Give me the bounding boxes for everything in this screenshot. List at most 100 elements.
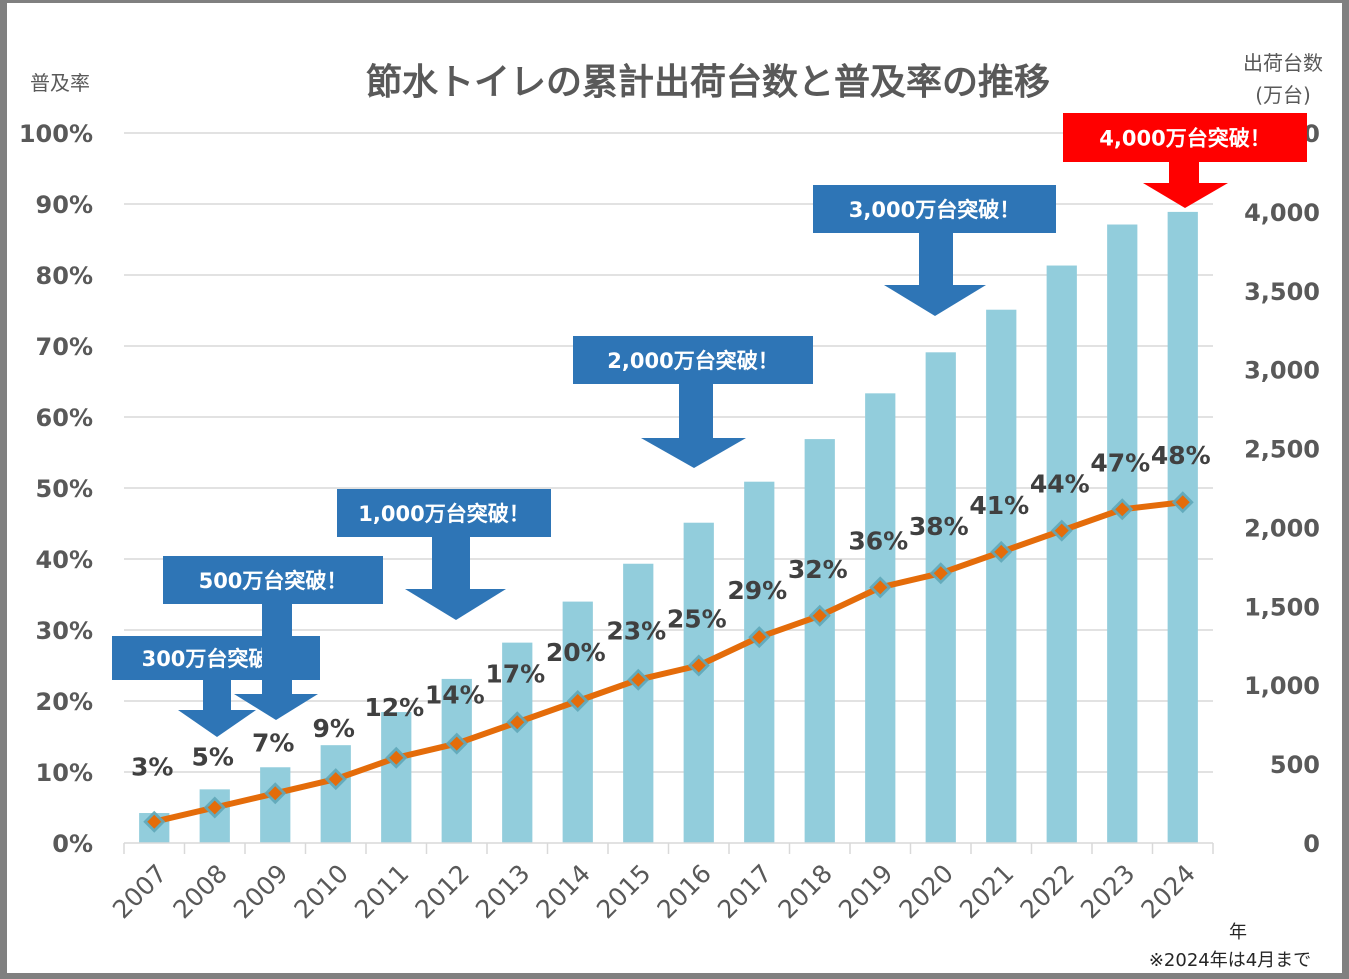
y-left-tick-label: 20%: [36, 688, 93, 716]
x-tick-label: 2015: [591, 859, 656, 924]
callout-box: [1063, 113, 1307, 162]
line-marker-2009: [268, 786, 283, 801]
bar-2009: [260, 767, 291, 843]
bar-2015: [623, 563, 654, 843]
bar-series: [139, 211, 1198, 843]
x-tick-label: 2016: [651, 859, 716, 924]
line-marker-2019: [873, 580, 888, 595]
bar-2014: [562, 601, 593, 843]
data-label: 14%: [425, 681, 485, 710]
data-label: 23%: [606, 617, 666, 646]
data-label: 36%: [848, 526, 908, 555]
arrow-down-icon: [178, 710, 256, 737]
data-label: 47%: [1090, 448, 1150, 477]
line-marker-2018: [812, 608, 827, 623]
y-right-tick-label: 1,000: [1244, 672, 1320, 700]
data-label: 44%: [1030, 470, 1090, 499]
x-tick-label: 2013: [470, 859, 535, 924]
y-right-axis-title-line1: 出荷台数: [1243, 51, 1323, 75]
line-marker-2021: [994, 544, 1009, 559]
x-tick-label: 2019: [833, 859, 898, 924]
bar-2018: [804, 439, 835, 843]
x-tick-label: 2020: [893, 859, 958, 924]
data-label: 38%: [909, 512, 969, 541]
line-marker-2020: [933, 566, 948, 581]
x-axis-title: 年: [1229, 922, 1247, 943]
callout-arrow-stem: [262, 603, 292, 695]
line-marker-2008: [207, 800, 222, 815]
arrow-down-icon: [405, 589, 506, 620]
x-tick-label: 2018: [772, 859, 837, 924]
callout-2012: 1,000万台突破！: [337, 489, 551, 620]
callout-box: [813, 185, 1056, 233]
y-right-tick-label: 1,500: [1244, 593, 1320, 621]
line-marker-2010: [328, 772, 343, 787]
x-tick-label: 2021: [954, 859, 1019, 924]
y-left-axis-title: 普及率: [30, 71, 90, 95]
y-right-tick-label: 3,500: [1244, 278, 1320, 306]
line-marker-2017: [752, 630, 767, 645]
x-tick-label: 2009: [228, 859, 293, 924]
callout-text: 2,000万台突破！: [607, 349, 778, 373]
data-label: 7%: [252, 728, 294, 757]
y-left-tick-label: 70%: [36, 333, 93, 361]
chart-title: 節水トイレの累計出荷台数と普及率の推移: [366, 62, 1050, 103]
callout-2024: 4,000万台突破！: [1063, 113, 1307, 208]
data-label: 48%: [1151, 441, 1211, 470]
callout-2020: 3,000万台突破！: [813, 185, 1056, 316]
y-right-tick-label: 3,000: [1244, 357, 1320, 385]
callout-text: 1,000万台突破！: [358, 502, 529, 526]
y-left-tick-label: 50%: [36, 475, 93, 503]
bar-2024: [1167, 211, 1198, 843]
bar-2019: [865, 393, 896, 843]
y-left-tick-label: 90%: [36, 191, 93, 219]
data-label: 5%: [192, 743, 234, 772]
bar-2017: [744, 481, 775, 843]
x-tick-label: 2011: [349, 859, 414, 924]
bar-2023: [1107, 224, 1138, 843]
bar-2022: [1046, 265, 1077, 843]
bar-2010: [320, 745, 351, 843]
x-tick-label: 2007: [107, 859, 172, 924]
line-marker-2013: [510, 715, 525, 730]
callout-arrow-stem: [432, 536, 470, 590]
callout-text: 500万台突破！: [199, 569, 348, 593]
x-tick-label: 2022: [1014, 859, 1079, 924]
line-path: [153, 499, 1184, 825]
bar-2011: [381, 712, 412, 843]
data-label: 41%: [969, 491, 1029, 520]
x-tick-label: 2008: [167, 859, 232, 924]
y-right-axis-title-line2: (万台): [1255, 83, 1311, 107]
arrow-down-icon: [234, 694, 318, 720]
x-tick-label: 2024: [1135, 859, 1200, 924]
bar-2021: [986, 309, 1017, 843]
footnote: ※2024年は4月まで: [1149, 950, 1311, 971]
line-marker-2007: [147, 814, 162, 829]
data-label: 32%: [788, 555, 848, 584]
arrow-down-icon: [641, 438, 746, 468]
bar-2020: [925, 352, 956, 843]
y-left-tick-label: 100%: [19, 120, 93, 148]
line-marker-2012: [449, 736, 464, 751]
data-label: 20%: [546, 638, 606, 667]
line-marker-2022: [1054, 523, 1069, 538]
y-left-tick-label: 10%: [36, 759, 93, 787]
x-tick-label: 2017: [712, 859, 777, 924]
y-right-tick-label: 2,500: [1244, 436, 1320, 464]
y-left-tick-label: 0%: [52, 830, 93, 858]
line-marker-2015: [631, 672, 646, 687]
callout-box: [573, 336, 813, 384]
y-left-tick-label: 80%: [36, 262, 93, 290]
x-tick-label: 2010: [288, 859, 353, 924]
x-tick-label: 2012: [409, 859, 474, 924]
data-label: 12%: [364, 693, 424, 722]
y-left-tick-label: 40%: [36, 546, 93, 574]
bar-2012: [441, 678, 472, 843]
line-marker-2024: [1175, 495, 1190, 510]
callout-box: [337, 489, 551, 537]
callout-text: 4,000万台突破！: [1099, 127, 1270, 151]
data-label: 25%: [667, 605, 727, 634]
bar-2016: [683, 522, 714, 843]
line-marker-2011: [389, 750, 404, 765]
